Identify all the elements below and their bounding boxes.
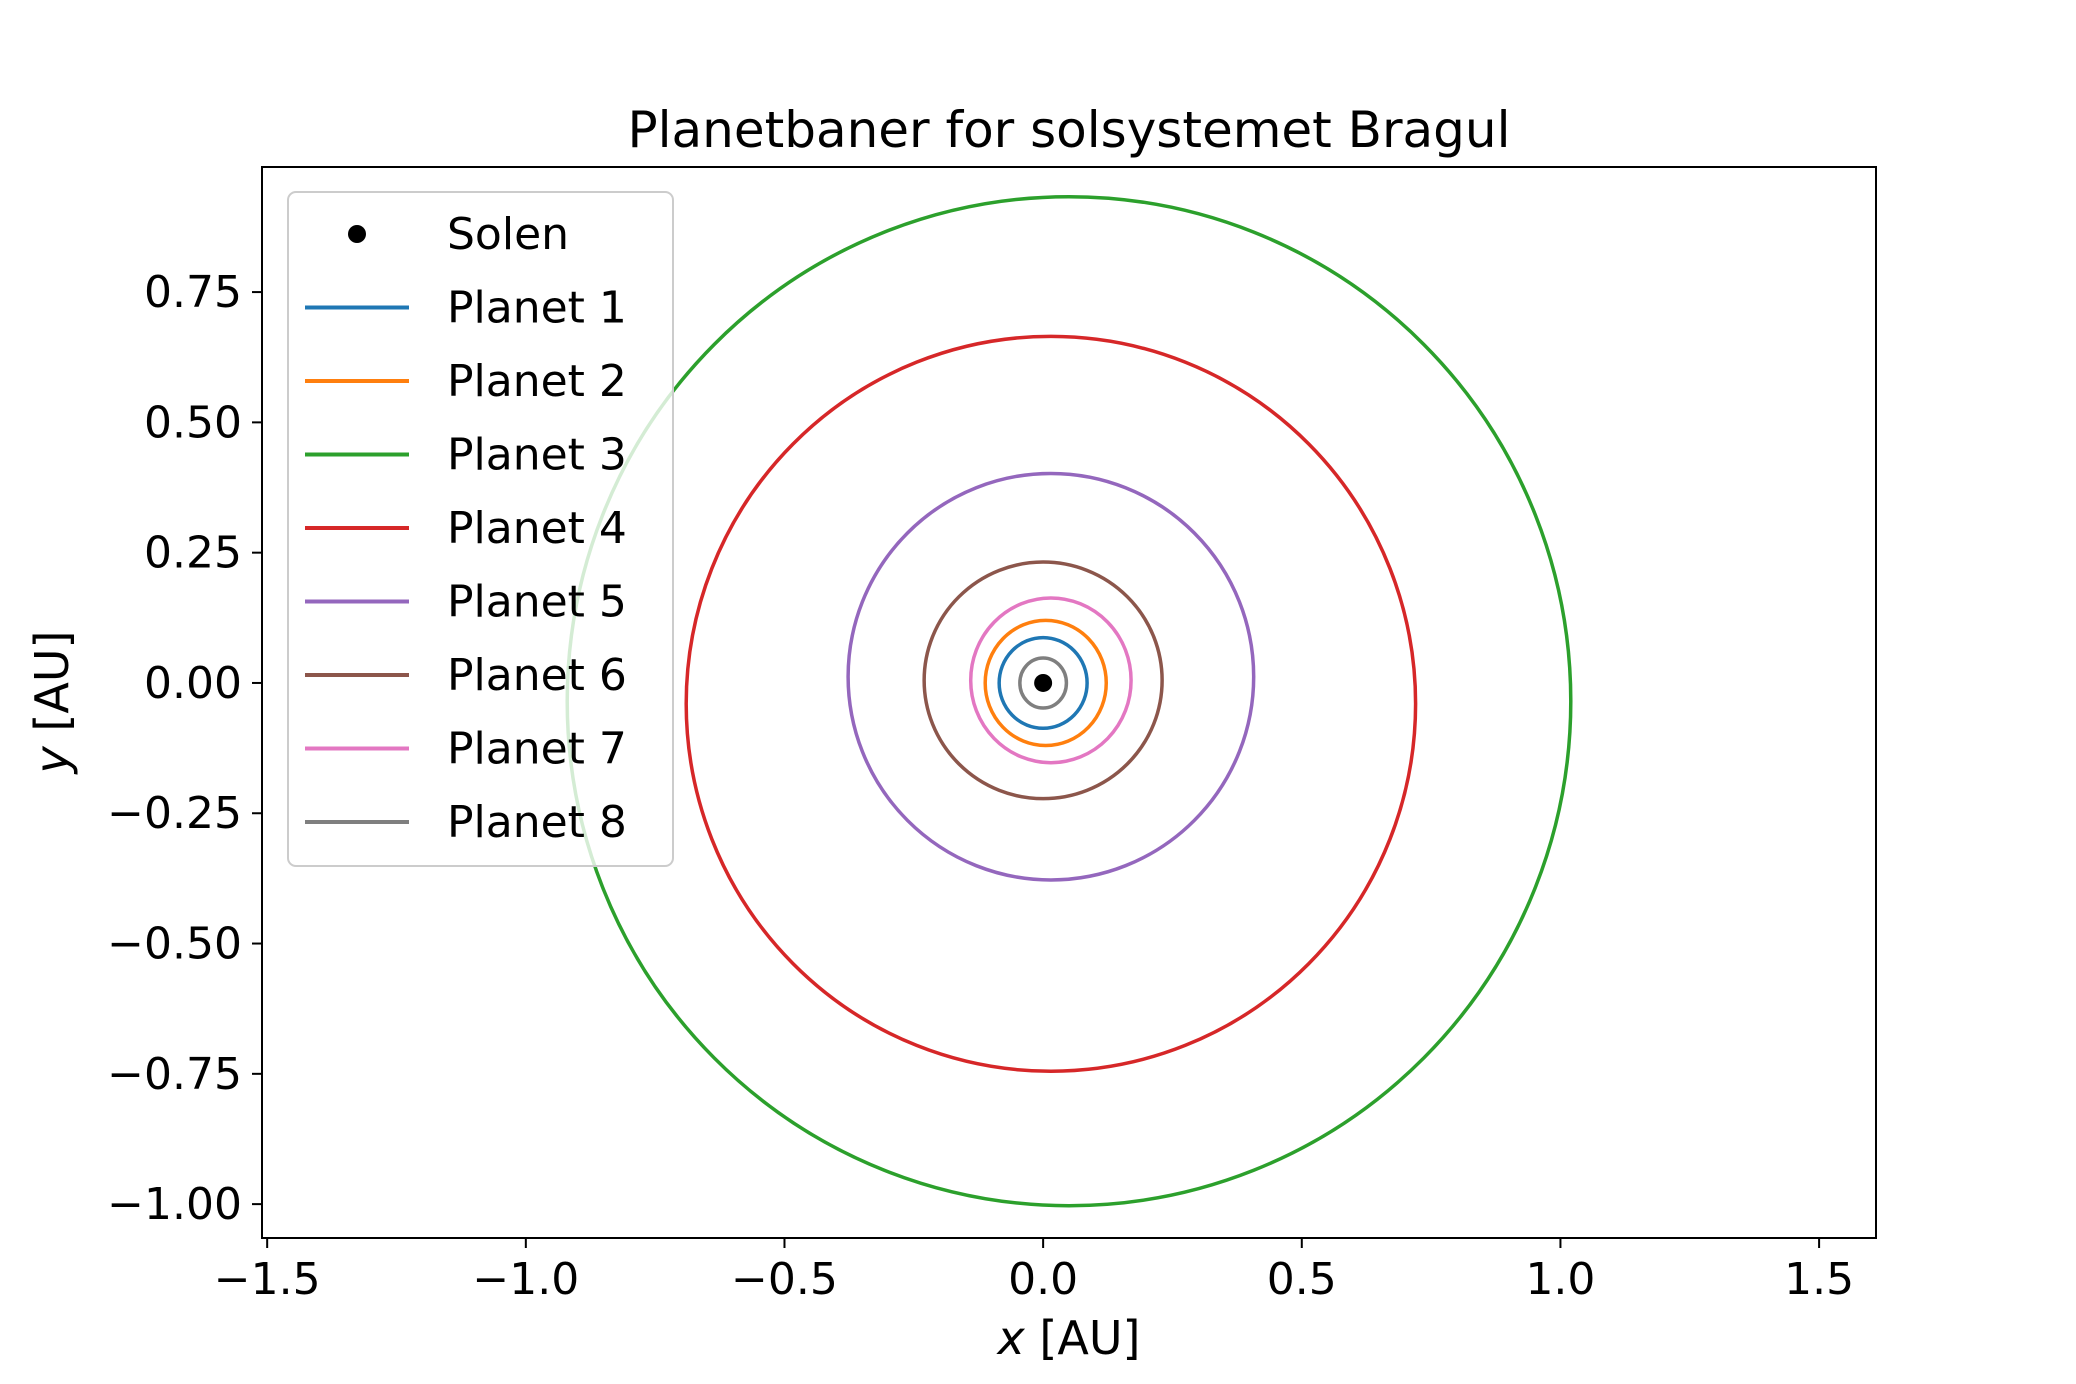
- y-tick-label: 0.75: [144, 267, 242, 318]
- y-tick-label: −0.75: [107, 1049, 242, 1100]
- orbit-planet-1: [997, 635, 1089, 731]
- orbit-planet-8: [1018, 656, 1069, 710]
- plot-frame: [261, 166, 1877, 1239]
- legend-label: Planet 6: [447, 650, 627, 701]
- orbit-planet-7: [968, 596, 1133, 765]
- legend-box: [287, 191, 674, 867]
- x-axis-label: x [AU]: [996, 1311, 1141, 1365]
- y-axis-unit: [AU]: [25, 631, 79, 747]
- x-tick-label: 1.0: [1525, 1254, 1595, 1305]
- x-tick-label: 0.0: [1008, 1254, 1078, 1305]
- legend-label: Planet 1: [447, 283, 627, 334]
- y-tick-label: 0.25: [144, 528, 242, 579]
- legend-label: Planet 8: [447, 797, 627, 848]
- legend-label: Planet 3: [447, 430, 627, 481]
- y-tick-label: 0.50: [144, 397, 242, 448]
- orbit-planet-6: [922, 560, 1164, 801]
- legend: Solen Planet 1 Planet 2 Planet 3 Planet 4 Pla…: [287, 191, 674, 867]
- x-axis: −1.5 −1.0 −0.5 0.0 0.5 1.0 1.5: [214, 1238, 1854, 1305]
- y-tick-label: −0.25: [107, 788, 242, 839]
- legend-label: Planet 2: [447, 356, 627, 407]
- legend-label: Solen: [447, 209, 569, 260]
- orbit-planet-2: [983, 618, 1108, 748]
- sun-marker: [1034, 673, 1053, 692]
- sun-layer: [1034, 673, 1053, 692]
- y-tick-label: 0.00: [144, 658, 242, 709]
- y-axis-variable: y: [25, 745, 79, 775]
- x-tick-label: −0.5: [731, 1254, 838, 1305]
- x-tick-label: 1.5: [1784, 1254, 1854, 1305]
- y-axis: 0.75 0.50 0.25 0.00 −0.25 −0.50 −0.75 −1.00: [107, 267, 262, 1230]
- y-axis-label: y [AU]: [25, 631, 79, 776]
- x-axis-unit: [AU]: [1025, 1311, 1141, 1365]
- legend-label: Planet 5: [447, 577, 627, 628]
- x-axis-variable: x: [996, 1311, 1026, 1365]
- chart-title: Planetbaner for solsystemet Bragul: [627, 101, 1510, 159]
- y-tick-label: −0.50: [107, 919, 242, 970]
- legend-label: Planet 7: [447, 724, 627, 775]
- x-tick-label: −1.0: [472, 1254, 579, 1305]
- x-tick-label: 0.5: [1267, 1254, 1337, 1305]
- x-tick-label: −1.5: [214, 1254, 321, 1305]
- y-tick-label: −1.00: [107, 1179, 242, 1230]
- orbit-planet-4: [684, 334, 1418, 1073]
- legend-label: Planet 4: [447, 503, 627, 554]
- orbit-planet-5: [846, 471, 1256, 882]
- legend-marker-sun: [348, 225, 366, 243]
